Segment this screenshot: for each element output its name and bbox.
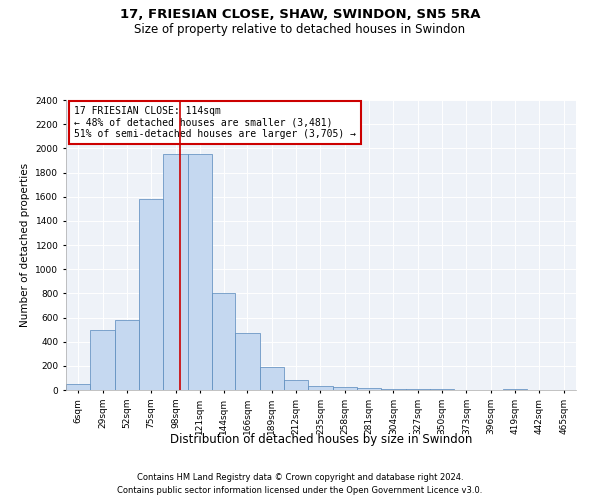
- Y-axis label: Number of detached properties: Number of detached properties: [20, 163, 30, 327]
- Text: Distribution of detached houses by size in Swindon: Distribution of detached houses by size …: [170, 432, 472, 446]
- Bar: [188, 154, 212, 390]
- Bar: [66, 384, 91, 390]
- Text: 17, FRIESIAN CLOSE, SHAW, SWINDON, SN5 5RA: 17, FRIESIAN CLOSE, SHAW, SWINDON, SN5 5…: [120, 8, 480, 20]
- Text: Contains public sector information licensed under the Open Government Licence v3: Contains public sector information licen…: [118, 486, 482, 495]
- Bar: [357, 388, 382, 390]
- Text: Size of property relative to detached houses in Swindon: Size of property relative to detached ho…: [134, 22, 466, 36]
- Bar: [308, 386, 332, 390]
- Bar: [284, 380, 308, 390]
- Bar: [260, 367, 284, 390]
- Bar: [332, 387, 357, 390]
- Bar: [235, 333, 260, 390]
- Bar: [91, 330, 115, 390]
- Bar: [139, 199, 163, 390]
- Bar: [163, 154, 188, 390]
- Bar: [115, 320, 139, 390]
- Text: 17 FRIESIAN CLOSE: 114sqm
← 48% of detached houses are smaller (3,481)
51% of se: 17 FRIESIAN CLOSE: 114sqm ← 48% of detac…: [74, 106, 356, 139]
- Bar: [212, 294, 235, 390]
- Text: Contains HM Land Registry data © Crown copyright and database right 2024.: Contains HM Land Registry data © Crown c…: [137, 472, 463, 482]
